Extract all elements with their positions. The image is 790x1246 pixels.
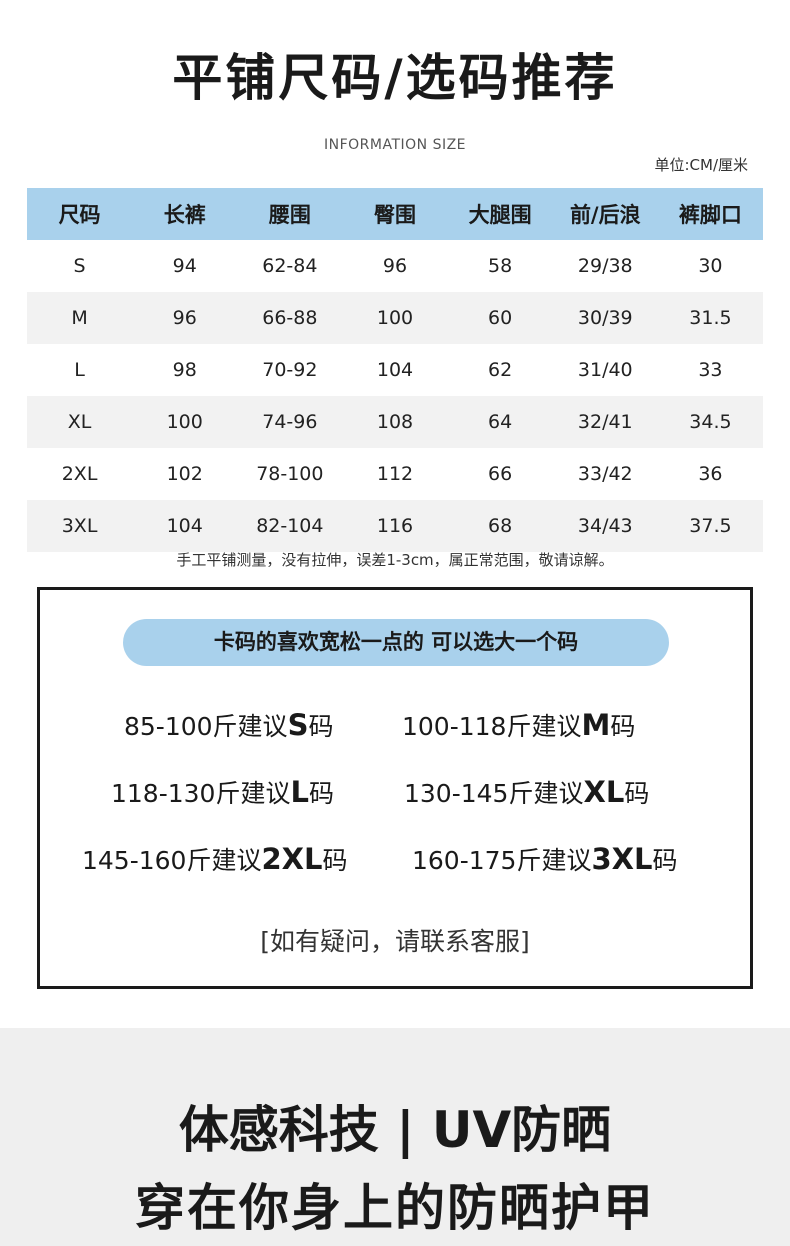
recommendation-range: 85-100斤建议 <box>124 712 288 741</box>
table-cell: 94 <box>172 255 197 277</box>
recommendation-size: 3XL <box>591 842 653 876</box>
column-header: 裤脚口 <box>657 188 763 240</box>
table-cell: 34/43 <box>552 500 658 552</box>
column-header: 大腿围 <box>447 188 553 240</box>
table-cell: 62-84 <box>262 255 318 277</box>
weight-recommendation: 85-100斤建议S码 <box>124 707 333 743</box>
weight-recommendation: 118-130斤建议L码 <box>111 774 334 810</box>
table-cell: 96 <box>132 292 238 344</box>
column-header: 腰围 <box>237 188 343 240</box>
recommendation-range: 160-175斤建议 <box>412 846 592 875</box>
footer-banner: 体感科技 | UV防晒 穿在你身上的防晒护甲 <box>0 1028 790 1246</box>
table-cell: 100 <box>342 292 448 344</box>
table-cell: 66 <box>488 463 513 485</box>
recommendation-range: 100-118斤建议 <box>402 712 582 741</box>
table-row: M 96 66-88 100 60 30/39 31.5 <box>27 292 763 344</box>
contact-note: [如有疑问，请联系客服] <box>260 927 530 956</box>
table-cell: 116 <box>342 500 448 552</box>
recommendation-size: L <box>290 775 309 809</box>
column-header: 长裤 <box>132 188 238 240</box>
recommendation-suffix: 码 <box>624 779 650 808</box>
footer-line-2: 穿在你身上的防晒护甲 <box>135 1179 655 1237</box>
table-row: XL 100 74-96 108 64 32/41 34.5 <box>27 396 763 448</box>
table-cell: 64 <box>447 396 553 448</box>
table-row: L 98 70-92 104 62 31/40 33 <box>27 344 763 396</box>
table-cell: 78-100 <box>256 463 324 485</box>
recommendation-range: 130-145斤建议 <box>404 779 584 808</box>
table-cell: 62 <box>488 359 513 381</box>
table-cell: 104 <box>132 500 238 552</box>
size-table: 尺码 长裤 腰围 臀围 大腿围 前/后浪 裤脚口 S 94 62-84 96 58 29/38 30 M 9… <box>27 188 763 552</box>
table-cell: 31/40 <box>577 359 633 381</box>
table-cell: 37.5 <box>657 500 763 552</box>
table-cell: 2XL <box>61 463 98 485</box>
table-cell: 96 <box>382 255 408 277</box>
table-cell: 29/38 <box>577 255 633 277</box>
recommendation-suffix: 码 <box>610 712 636 741</box>
recommendation-size: 2XL <box>261 842 323 876</box>
recommendation-suffix: 码 <box>322 846 348 875</box>
table-cell: 36 <box>698 463 723 485</box>
column-header: 臀围 <box>342 188 448 240</box>
table-row: 3XL 104 82-104 116 68 34/43 37.5 <box>27 500 763 552</box>
table-header: 尺码 长裤 腰围 臀围 大腿围 前/后浪 裤脚口 <box>27 188 763 240</box>
table-cell: 32/41 <box>552 396 658 448</box>
recommendation-range: 118-130斤建议 <box>111 779 291 808</box>
recommendation-size: XL <box>583 775 625 809</box>
table-cell: 104 <box>376 359 414 381</box>
table-cell: 58 <box>488 255 513 277</box>
table-cell: S <box>73 255 86 277</box>
table-cell: 98 <box>172 359 197 381</box>
table-cell: 3XL <box>27 500 133 552</box>
table-cell: 34.5 <box>657 396 763 448</box>
recommendation-box: 卡码的喜欢宽松一点的 可以选大一个码 85-100斤建议S码 100-118斤建议… <box>37 587 753 989</box>
recommendation-suffix: 码 <box>308 779 334 808</box>
recommendation-range: 145-160斤建议 <box>82 846 262 875</box>
weight-recommendation: 130-145斤建议XL码 <box>404 774 649 810</box>
table-cell: 66-88 <box>237 292 343 344</box>
table-cell: 74-96 <box>237 396 343 448</box>
recommendation-suffix: 码 <box>652 846 678 875</box>
table-cell: 30/39 <box>552 292 658 344</box>
weight-recommendation: 100-118斤建议M码 <box>402 707 635 743</box>
table-cell: 33 <box>698 359 723 381</box>
recommendation-banner: 卡码的喜欢宽松一点的 可以选大一个码 <box>123 619 669 666</box>
table-cell: XL <box>27 396 133 448</box>
table-row: S 94 62-84 96 58 29/38 30 <box>27 240 763 292</box>
unit-label: 单位:CM/厘米 <box>654 156 748 174</box>
column-header: 前/后浪 <box>552 188 658 240</box>
table-cell: 82-104 <box>237 500 343 552</box>
table-cell: 100 <box>132 396 238 448</box>
page-title: 平铺尺码/选码推荐 <box>172 49 618 107</box>
table-cell: 33/42 <box>577 463 633 485</box>
table-cell: M <box>27 292 133 344</box>
table-cell: 102 <box>166 463 203 485</box>
weight-recommendation: 145-160斤建议2XL码 <box>82 841 348 877</box>
table-cell: 112 <box>376 463 414 485</box>
recommendation-size: S <box>287 708 309 742</box>
recommendation-size: M <box>581 708 611 742</box>
table-cell: 31.5 <box>657 292 763 344</box>
table-cell: 108 <box>342 396 448 448</box>
table-cell: L <box>74 359 85 381</box>
column-header: 尺码 <box>27 188 133 240</box>
table-row: 2XL 102 78-100 112 66 33/42 36 <box>27 448 763 500</box>
weight-recommendation: 160-175斤建议3XL码 <box>412 841 678 877</box>
recommendation-suffix: 码 <box>308 712 334 741</box>
table-cell: 60 <box>447 292 553 344</box>
table-cell: 70-92 <box>262 359 318 381</box>
footer-line-1: 体感科技 | UV防晒 <box>178 1101 612 1159</box>
measurement-note: 手工平铺测量，没有拉伸，误差1-3cm，属正常范围，敬请谅解。 <box>176 551 614 569</box>
table-cell: 30 <box>698 255 723 277</box>
subtitle: INFORMATION SIZE <box>323 137 467 153</box>
table-cell: 68 <box>447 500 553 552</box>
